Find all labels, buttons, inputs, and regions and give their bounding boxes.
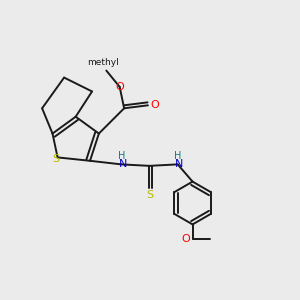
Text: O: O bbox=[150, 100, 159, 110]
Text: O: O bbox=[115, 82, 124, 92]
Text: H: H bbox=[174, 151, 182, 161]
Text: S: S bbox=[146, 190, 153, 200]
Text: S: S bbox=[52, 154, 60, 164]
Text: H: H bbox=[118, 151, 125, 161]
Text: N: N bbox=[175, 159, 183, 170]
Text: O: O bbox=[182, 234, 190, 244]
Text: N: N bbox=[118, 159, 127, 170]
Text: methyl: methyl bbox=[88, 58, 119, 67]
